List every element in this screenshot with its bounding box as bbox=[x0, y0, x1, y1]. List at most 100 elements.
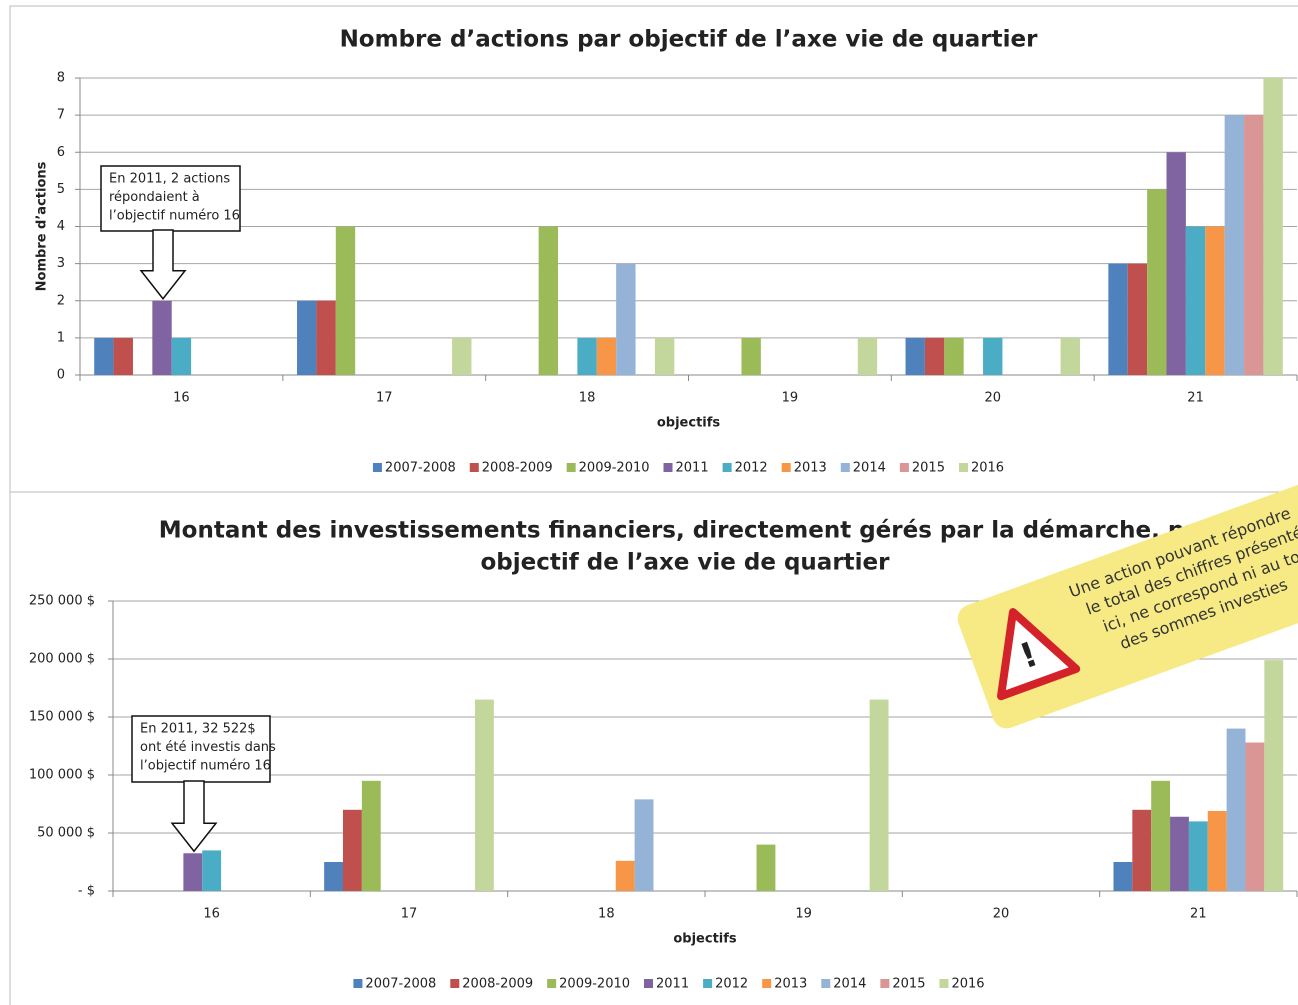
legend-swatch bbox=[450, 979, 460, 988]
y-tick-label: 5 bbox=[57, 182, 65, 197]
legend-label: 2008-2009 bbox=[482, 461, 553, 476]
legend-swatch bbox=[939, 979, 949, 988]
y-tick-label: 200 000 $ bbox=[29, 652, 95, 667]
bar bbox=[1224, 115, 1245, 375]
y-tick-label: 3 bbox=[57, 256, 65, 271]
legend-label: 2015 bbox=[912, 461, 945, 476]
bar bbox=[1170, 816, 1189, 891]
bar bbox=[474, 699, 494, 891]
bar bbox=[1166, 152, 1186, 375]
legend-swatch bbox=[958, 463, 968, 472]
callout-arrow bbox=[139, 229, 187, 300]
x-tick-label: 19 bbox=[782, 391, 799, 406]
bar bbox=[616, 263, 636, 375]
bar bbox=[615, 860, 635, 891]
legend-swatch bbox=[762, 979, 772, 988]
callout-arrow bbox=[170, 780, 218, 853]
legend-swatch bbox=[372, 463, 382, 472]
y-tick-label: 7 bbox=[57, 108, 65, 123]
x-tick-label: 17 bbox=[376, 391, 393, 406]
bar bbox=[1205, 226, 1225, 375]
x-tick-label: 20 bbox=[984, 391, 1001, 406]
y-tick-label: 100 000 $ bbox=[29, 768, 95, 783]
legend-label: 2007-2008 bbox=[385, 461, 456, 476]
x-tick-label: 18 bbox=[598, 907, 615, 922]
bar bbox=[335, 226, 356, 375]
bar bbox=[297, 300, 317, 375]
bar bbox=[1263, 78, 1283, 375]
callout-text: l’objectif numéro 16 bbox=[140, 759, 271, 774]
y-axis-label: Nombre d’actions bbox=[35, 161, 50, 291]
bar bbox=[596, 337, 617, 375]
legend-label: 2011 bbox=[656, 977, 689, 992]
bar bbox=[171, 337, 192, 375]
chart-title: objectif de l’axe vie de quartier bbox=[480, 550, 890, 576]
bar bbox=[1226, 728, 1246, 891]
bar bbox=[113, 337, 133, 375]
legend-swatch bbox=[840, 463, 850, 472]
bar bbox=[1147, 189, 1167, 375]
x-tick-label: 19 bbox=[795, 907, 812, 922]
x-axis-label: objectifs bbox=[673, 932, 737, 947]
bar bbox=[1127, 263, 1148, 375]
legend-label: 2012 bbox=[715, 977, 748, 992]
bar bbox=[152, 300, 172, 375]
bar bbox=[1113, 862, 1133, 891]
legend-label: 2016 bbox=[951, 977, 984, 992]
bar bbox=[1244, 115, 1264, 375]
legend: 2007-2008 2008-2009 2009-2010 2011 2012 2013 2… bbox=[372, 461, 1004, 476]
y-tick-label: 1 bbox=[57, 330, 65, 345]
legend-label: 2013 bbox=[794, 461, 827, 476]
legend-label: 2011 bbox=[676, 461, 709, 476]
y-tick-label: 0 bbox=[57, 368, 65, 383]
chart-title: Nombre d’actions par objectif de l’axe v… bbox=[340, 27, 1039, 53]
chart-title: Montant des investissements financiers, … bbox=[159, 518, 1212, 544]
legend-swatch bbox=[353, 979, 363, 988]
bar bbox=[869, 699, 889, 891]
bar bbox=[577, 337, 597, 375]
callout-text: ont été investis dans bbox=[140, 740, 276, 755]
x-tick-label: 16 bbox=[173, 391, 190, 406]
bar bbox=[361, 780, 381, 891]
y-tick-label: 250 000 $ bbox=[29, 594, 95, 609]
legend-label: 2008-2009 bbox=[462, 977, 533, 992]
legend-swatch bbox=[547, 979, 557, 988]
bar bbox=[202, 850, 222, 891]
y-tick-label: 6 bbox=[57, 145, 65, 160]
y-tick-label: 8 bbox=[57, 71, 65, 86]
x-tick-label: 20 bbox=[993, 907, 1010, 922]
bar bbox=[1245, 742, 1265, 891]
bar bbox=[1185, 226, 1206, 375]
x-tick-label: 18 bbox=[579, 391, 596, 406]
bar bbox=[857, 337, 878, 375]
bar bbox=[756, 844, 776, 891]
callout-box bbox=[100, 165, 241, 232]
legend-label: 2014 bbox=[853, 461, 886, 476]
y-tick-label: - $ bbox=[78, 884, 95, 899]
bar bbox=[1264, 660, 1284, 891]
callout-box bbox=[131, 715, 271, 783]
bar bbox=[316, 300, 336, 375]
legend-label: 2013 bbox=[774, 977, 807, 992]
bar bbox=[1188, 821, 1208, 891]
legend: 2007-2008 2008-2009 2009-2010 2011 2012 2013 2… bbox=[353, 977, 985, 992]
bar bbox=[983, 337, 1003, 375]
y-tick-label: 150 000 $ bbox=[29, 710, 95, 725]
warning-icon bbox=[997, 608, 1081, 701]
bar bbox=[183, 853, 203, 891]
bar bbox=[1151, 780, 1171, 891]
callout-text: En 2011, 32 522$ bbox=[140, 722, 256, 737]
x-tick-label: 21 bbox=[1190, 907, 1207, 922]
bar bbox=[741, 337, 761, 375]
bar bbox=[94, 337, 114, 375]
callout-text: répondaient à bbox=[109, 190, 200, 205]
panel bbox=[9, 5, 1298, 493]
legend-swatch bbox=[566, 463, 576, 472]
legend-label: 2012 bbox=[735, 461, 768, 476]
bar bbox=[538, 226, 559, 375]
callout-text: En 2011, 2 actions bbox=[109, 172, 230, 187]
bar bbox=[324, 862, 344, 891]
bar bbox=[654, 337, 675, 375]
charts: Nombre d’actions par objectif de l’axe v… bbox=[29, 27, 1298, 992]
